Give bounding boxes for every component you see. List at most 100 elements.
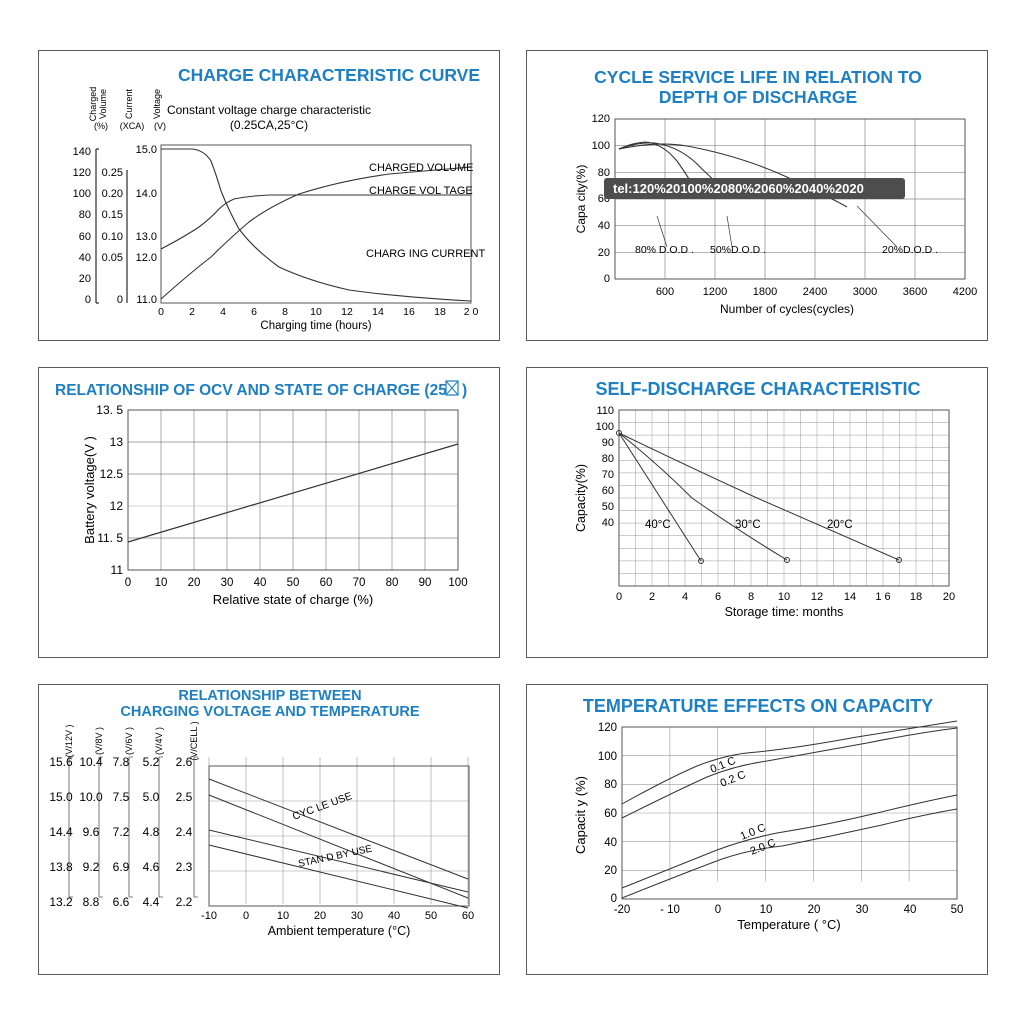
svg-text:140: 140 bbox=[73, 146, 91, 158]
svg-text:CHARGING VOLTAGE AND TEMPERATU: CHARGING VOLTAGE AND TEMPERATURE bbox=[120, 704, 419, 720]
svg-text:20°C: 20°C bbox=[827, 519, 853, 531]
svg-text:2.3: 2.3 bbox=[176, 860, 193, 874]
svg-text:CHARGE VOL TAGE: CHARGE VOL TAGE bbox=[369, 185, 473, 197]
svg-text:14: 14 bbox=[844, 591, 856, 603]
svg-text:2 0: 2 0 bbox=[464, 306, 479, 318]
svg-text:50: 50 bbox=[287, 577, 300, 589]
svg-text:12.5: 12.5 bbox=[100, 467, 124, 481]
svg-text:): ) bbox=[462, 382, 467, 399]
svg-text:9.6: 9.6 bbox=[83, 825, 100, 839]
svg-text:100: 100 bbox=[591, 140, 609, 152]
svg-text:40: 40 bbox=[388, 910, 400, 922]
svg-text:10.0: 10.0 bbox=[79, 790, 103, 804]
svg-text:tel:120%20100%2080%2060%2040%2: tel:120%20100%2080%2060%2040%2020 bbox=[613, 181, 864, 196]
svg-text:6: 6 bbox=[715, 591, 721, 603]
svg-text:10: 10 bbox=[778, 591, 790, 603]
svg-text:12: 12 bbox=[811, 591, 823, 603]
svg-text:6: 6 bbox=[251, 306, 257, 318]
svg-text:50: 50 bbox=[425, 910, 437, 922]
svg-text:12: 12 bbox=[110, 499, 124, 513]
svg-text:Capacity(%): Capacity(%) bbox=[574, 464, 588, 532]
svg-text:2.2: 2.2 bbox=[176, 895, 193, 909]
svg-text:11: 11 bbox=[111, 563, 124, 577]
svg-text:3600: 3600 bbox=[903, 286, 927, 298]
svg-text:Volume: Volume bbox=[98, 89, 108, 119]
svg-text:4: 4 bbox=[220, 306, 226, 318]
svg-text:14: 14 bbox=[372, 306, 384, 318]
svg-text:40°C: 40°C bbox=[645, 519, 671, 531]
svg-text:120: 120 bbox=[598, 722, 617, 734]
svg-text:Battery voltage(V ): Battery voltage(V ) bbox=[82, 436, 97, 544]
svg-text:13. 5: 13. 5 bbox=[96, 403, 123, 417]
svg-text:Constant voltage charge cha: Constant voltage charge characteristic bbox=[167, 103, 371, 117]
svg-text:18: 18 bbox=[910, 591, 922, 603]
svg-text:(0.25CA,25°C): (0.25CA,25°C) bbox=[230, 118, 308, 132]
svg-text:60: 60 bbox=[320, 577, 333, 589]
svg-text:80: 80 bbox=[598, 167, 610, 179]
svg-text:2.4: 2.4 bbox=[176, 825, 193, 839]
svg-text:Temperature ( °C): Temperature ( °C) bbox=[737, 917, 840, 932]
svg-text:8: 8 bbox=[748, 591, 754, 603]
svg-text:CYC LE USE: CYC LE USE bbox=[291, 790, 354, 823]
svg-text:5.2: 5.2 bbox=[143, 755, 160, 769]
svg-text:0: 0 bbox=[85, 294, 91, 306]
svg-text:50%D.O.D .: 50%D.O.D . bbox=[710, 244, 766, 256]
svg-text:120: 120 bbox=[591, 113, 609, 125]
svg-text:2.0 C: 2.0 C bbox=[748, 836, 777, 857]
svg-text:20: 20 bbox=[314, 910, 326, 922]
svg-text:13.2: 13.2 bbox=[49, 895, 73, 909]
svg-text:90: 90 bbox=[419, 577, 432, 589]
svg-text:100: 100 bbox=[73, 188, 91, 200]
svg-text:(V): (V) bbox=[154, 121, 166, 131]
svg-text:2: 2 bbox=[189, 306, 195, 318]
svg-text:Voltage: Voltage bbox=[152, 89, 162, 119]
svg-text:4.8: 4.8 bbox=[143, 825, 160, 839]
svg-text:(XCA): (XCA) bbox=[120, 121, 145, 131]
svg-text:15.0: 15.0 bbox=[136, 144, 157, 156]
svg-text:Capa city(%): Capa city(%) bbox=[574, 165, 588, 234]
svg-text:DEPTH OF DISCHARGE: DEPTH OF DISCHARGE bbox=[659, 87, 857, 107]
svg-text:4.6: 4.6 bbox=[143, 860, 160, 874]
svg-text:18: 18 bbox=[434, 306, 446, 318]
svg-text:70: 70 bbox=[353, 577, 366, 589]
svg-text:11. 5: 11. 5 bbox=[97, 531, 123, 545]
svg-text:40: 40 bbox=[79, 252, 91, 264]
svg-text:20: 20 bbox=[807, 904, 820, 916]
svg-text:0.15: 0.15 bbox=[102, 209, 123, 221]
svg-text:0.20: 0.20 bbox=[102, 188, 123, 200]
svg-text:10: 10 bbox=[759, 904, 772, 916]
svg-text:12: 12 bbox=[341, 306, 353, 318]
svg-text:4200: 4200 bbox=[953, 286, 977, 298]
svg-text:(V/6V ): (V/6V ) bbox=[124, 727, 134, 755]
svg-text:RELATIONSHIP OF OCV AND STATE: RELATIONSHIP OF OCV AND STATE OF CHARGE … bbox=[55, 382, 447, 399]
svg-text:1.0 C: 1.0 C bbox=[738, 821, 767, 842]
svg-text:SELF-DISCHARGE CHARACTERISTIC: SELF-DISCHARGE CHARACTERISTIC bbox=[595, 379, 920, 399]
svg-text:-10: -10 bbox=[201, 910, 217, 922]
svg-text:70: 70 bbox=[602, 469, 614, 481]
svg-text:CHARG ING CURRENT: CHARG ING CURRENT bbox=[366, 248, 485, 260]
svg-text:CHARGE CHARACTERISTIC CURVE: CHARGE CHARACTERISTIC CURVE bbox=[178, 65, 480, 85]
svg-text:0: 0 bbox=[715, 904, 721, 916]
svg-text:11.0: 11.0 bbox=[136, 294, 157, 306]
svg-text:40: 40 bbox=[903, 904, 916, 916]
svg-text:15.6: 15.6 bbox=[49, 755, 73, 769]
svg-text:80: 80 bbox=[79, 209, 91, 221]
svg-text:9.2: 9.2 bbox=[83, 860, 100, 874]
svg-text:80: 80 bbox=[386, 577, 399, 589]
svg-text:60: 60 bbox=[462, 910, 474, 922]
svg-text:100: 100 bbox=[448, 577, 467, 589]
svg-text:0: 0 bbox=[616, 591, 622, 603]
svg-text:8.8: 8.8 bbox=[83, 895, 100, 909]
svg-text:40: 40 bbox=[598, 220, 610, 232]
svg-text:0.25: 0.25 bbox=[102, 167, 123, 179]
svg-text:0: 0 bbox=[125, 577, 131, 589]
svg-text:10: 10 bbox=[310, 306, 322, 318]
svg-text:0: 0 bbox=[158, 306, 164, 318]
svg-text:60: 60 bbox=[79, 231, 91, 243]
svg-text:1200: 1200 bbox=[703, 286, 727, 298]
svg-text:Relative state of charge (: Relative state of charge (%) bbox=[213, 592, 373, 607]
svg-text:30: 30 bbox=[855, 904, 868, 916]
svg-text:60: 60 bbox=[604, 808, 617, 820]
svg-text:CYCLE SERVICE LIFE IN RELATION: CYCLE SERVICE LIFE IN RELATION TO bbox=[594, 67, 922, 87]
svg-text:(V/8V ): (V/8V ) bbox=[94, 727, 104, 755]
